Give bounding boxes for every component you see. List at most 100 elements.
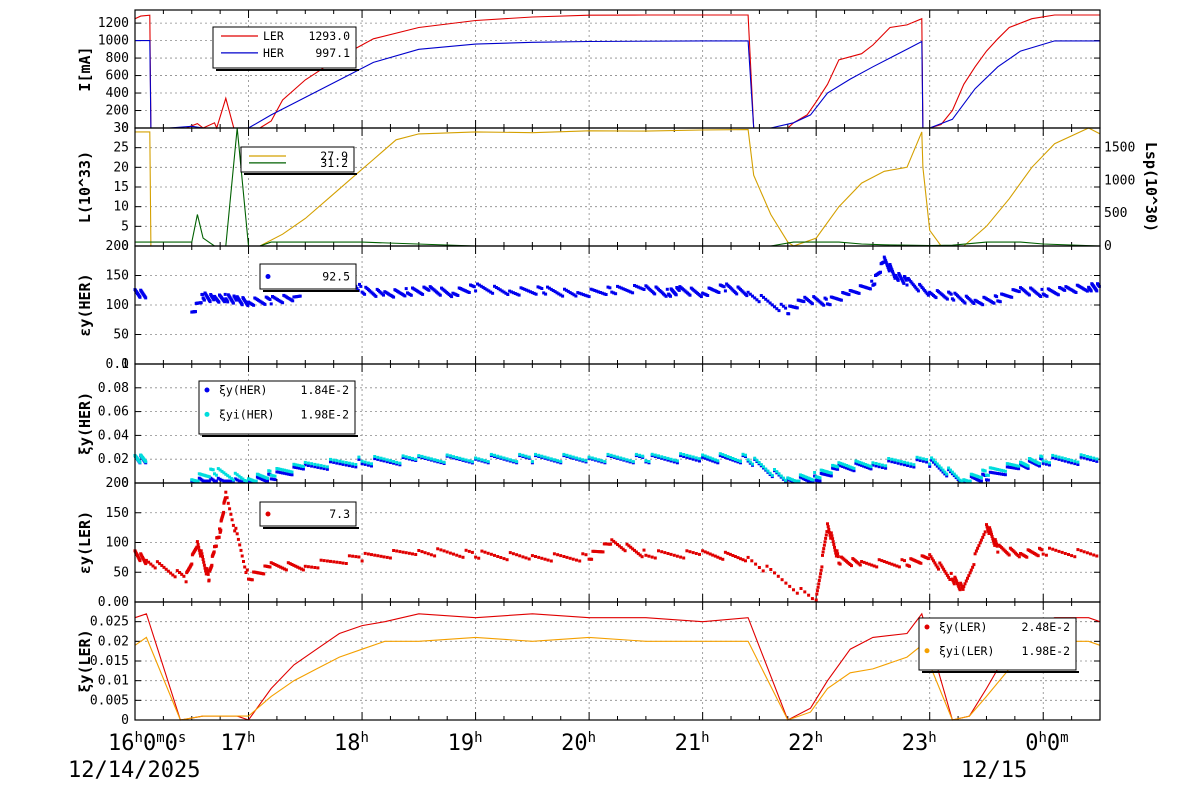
legend-box	[259, 263, 357, 290]
data-point	[674, 293, 678, 297]
data-point	[269, 473, 273, 477]
data-point	[1060, 458, 1064, 462]
data-point	[195, 540, 199, 544]
data-point	[252, 303, 256, 307]
data-point	[199, 549, 203, 553]
data-point	[344, 562, 348, 565]
data-point	[411, 456, 414, 460]
data-point	[850, 468, 854, 472]
data-point	[1041, 461, 1045, 465]
data-point	[862, 560, 866, 564]
data-point	[852, 469, 856, 473]
data-point	[746, 555, 750, 559]
data-point	[985, 523, 988, 527]
data-point	[284, 472, 288, 476]
legend-value: 1.98E-2	[301, 407, 349, 421]
data-point	[433, 554, 437, 558]
data-point	[924, 290, 928, 294]
data-point	[883, 257, 887, 261]
legend-value: 1.98E-2	[1022, 644, 1070, 658]
data-point	[773, 571, 776, 575]
data-point	[825, 530, 829, 534]
data-point	[805, 475, 809, 479]
data-point	[669, 552, 673, 556]
data-point	[977, 544, 981, 548]
data-point	[653, 453, 657, 457]
data-point	[1076, 460, 1080, 464]
data-point	[983, 469, 987, 473]
data-point	[313, 566, 317, 569]
data-point	[1067, 458, 1070, 462]
data-point	[231, 478, 235, 482]
data-point	[787, 312, 791, 316]
data-point	[207, 475, 211, 479]
data-point	[679, 452, 683, 456]
data-point	[784, 306, 788, 310]
data-point	[363, 292, 367, 296]
data-point	[576, 291, 580, 295]
data-point	[830, 534, 834, 538]
data-point	[703, 550, 707, 554]
data-point	[985, 525, 989, 529]
data-point	[877, 558, 881, 562]
data-point	[544, 292, 548, 296]
data-point	[474, 555, 478, 559]
data-point	[829, 536, 833, 540]
data-point	[650, 555, 654, 559]
data-point	[827, 530, 831, 534]
data-point	[882, 260, 886, 264]
y2-tick-label: 500	[1104, 206, 1127, 221]
data-point	[222, 479, 226, 483]
data-point	[731, 457, 735, 460]
data-point	[235, 478, 239, 482]
data-point	[196, 479, 200, 483]
data-point	[421, 292, 425, 296]
data-point	[955, 580, 959, 584]
data-point	[915, 287, 919, 291]
y-tick-label: 200	[106, 476, 129, 491]
data-point	[590, 456, 594, 460]
data-point	[941, 468, 945, 472]
data-point	[515, 460, 519, 464]
data-point	[1002, 469, 1005, 473]
data-point	[500, 289, 504, 293]
data-point	[398, 463, 402, 467]
data-point	[241, 477, 245, 481]
data-point	[943, 472, 947, 476]
data-point	[945, 573, 949, 577]
data-point	[968, 479, 972, 483]
data-point	[995, 542, 999, 546]
data-point	[846, 467, 850, 471]
data-point	[286, 472, 290, 476]
data-point	[493, 553, 496, 557]
data-point	[996, 550, 1000, 554]
legend-value: 997.1	[315, 46, 350, 60]
data-point	[237, 479, 241, 483]
data-point	[250, 578, 254, 582]
data-point	[245, 568, 249, 572]
data-point	[699, 295, 703, 299]
data-point	[534, 452, 537, 456]
data-point	[862, 462, 865, 466]
data-point	[379, 554, 383, 558]
data-point	[884, 464, 888, 468]
data-point	[934, 563, 938, 567]
y-tick-label: 100	[106, 298, 129, 313]
data-point	[937, 466, 941, 470]
data-point	[949, 292, 953, 296]
data-point	[850, 564, 853, 568]
data-point	[915, 458, 919, 462]
data-point	[1073, 459, 1077, 463]
data-point	[224, 490, 228, 494]
data-point	[964, 579, 968, 583]
data-point	[226, 300, 230, 304]
data-point	[439, 459, 443, 463]
legend: 92.5	[259, 263, 359, 292]
data-point	[858, 460, 862, 464]
data-point	[909, 462, 913, 466]
data-point	[571, 557, 575, 561]
data-point	[660, 455, 664, 459]
data-point	[827, 528, 831, 531]
data-point	[313, 462, 317, 466]
data-point	[759, 294, 763, 297]
